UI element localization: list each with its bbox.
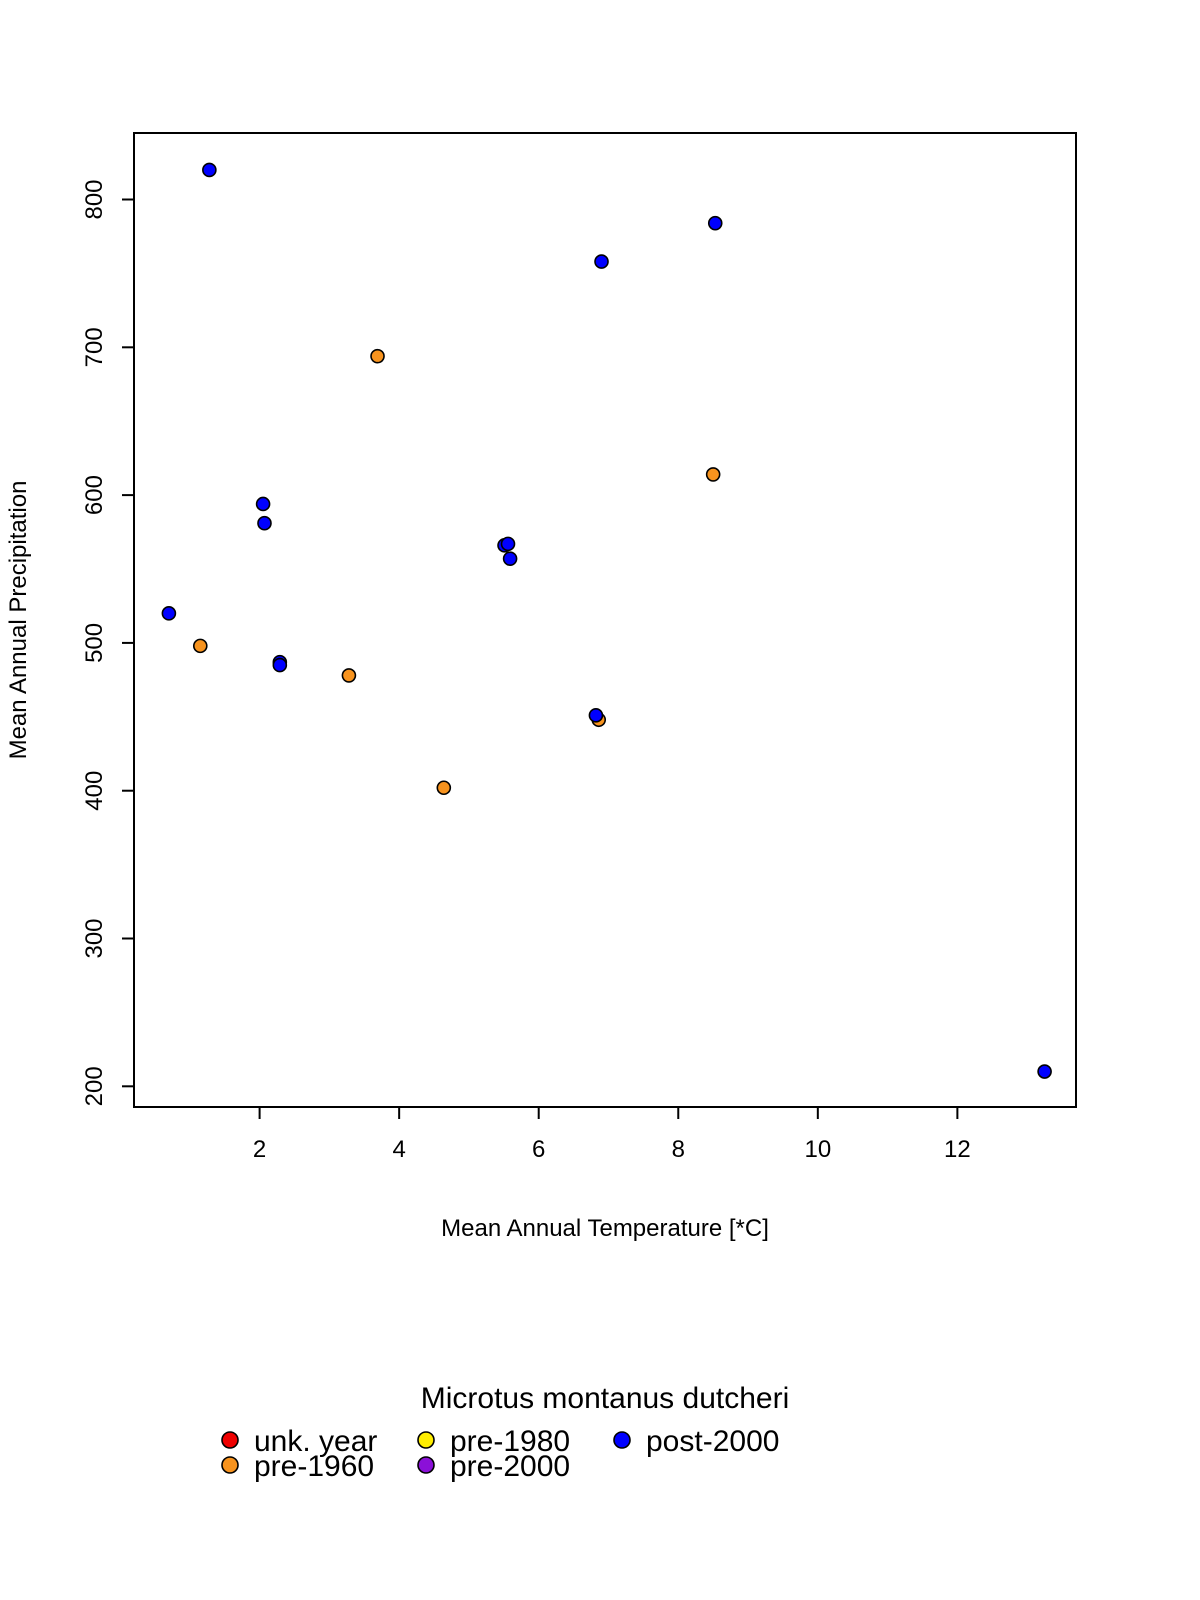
y-axis: 200 300 400 500 600 700 800 xyxy=(81,179,134,1106)
legend-swatch xyxy=(221,1456,239,1474)
x-axis: 2 4 6 8 10 12 xyxy=(253,1107,971,1163)
y-axis-label: Mean Annual Precipitation xyxy=(5,481,32,760)
x-tick-label: 6 xyxy=(532,1136,545,1163)
y-tick-label: 700 xyxy=(81,327,108,367)
legend-swatch xyxy=(417,1456,435,1474)
data-point xyxy=(192,638,208,654)
data-point xyxy=(202,162,217,178)
data-point xyxy=(1037,1064,1052,1079)
data-point xyxy=(341,668,357,683)
data-point xyxy=(255,496,271,512)
legend-entry-label: pre-1980 xyxy=(450,1425,570,1458)
y-tick-label: 200 xyxy=(81,1066,108,1106)
legend-entry-label: pre-2000 xyxy=(450,1450,570,1483)
legend: Microtus montanus dutcheri unk. yearpre-… xyxy=(221,1382,790,1483)
plot-frame xyxy=(133,132,1077,1108)
y-tick-label: 600 xyxy=(81,475,108,515)
x-tick-label: 4 xyxy=(392,1136,405,1163)
legend-swatch xyxy=(221,1431,239,1449)
legend-swatch xyxy=(417,1431,435,1449)
data-point xyxy=(370,348,385,364)
x-tick-label: 10 xyxy=(804,1136,831,1163)
data-point xyxy=(500,536,516,552)
y-tick-label: 400 xyxy=(81,771,108,811)
x-tick-label: 12 xyxy=(944,1136,971,1163)
legend-swatch xyxy=(613,1431,631,1449)
y-tick-label: 300 xyxy=(81,918,108,958)
legend-entry-label: unk. year xyxy=(254,1425,377,1458)
x-axis-label: Mean Annual Temperature [*C] xyxy=(441,1215,769,1242)
x-tick-label: 2 xyxy=(253,1136,266,1163)
x-tick-label: 8 xyxy=(672,1136,685,1163)
y-tick-label: 500 xyxy=(81,623,108,663)
legend-title: Microtus montanus dutcheri xyxy=(421,1382,790,1415)
y-tick-label: 800 xyxy=(81,179,108,219)
data-point xyxy=(707,215,723,231)
data-point xyxy=(594,254,609,269)
data-point xyxy=(436,780,452,796)
data-points xyxy=(161,162,1052,1079)
legend-entry-label: pre-1960 xyxy=(254,1450,374,1483)
data-point xyxy=(161,606,177,621)
legend-entry-label: post-2000 xyxy=(646,1425,779,1458)
data-point xyxy=(272,657,288,673)
data-point xyxy=(257,515,272,531)
data-point xyxy=(502,551,518,566)
data-point xyxy=(705,467,721,482)
data-point xyxy=(588,708,604,723)
